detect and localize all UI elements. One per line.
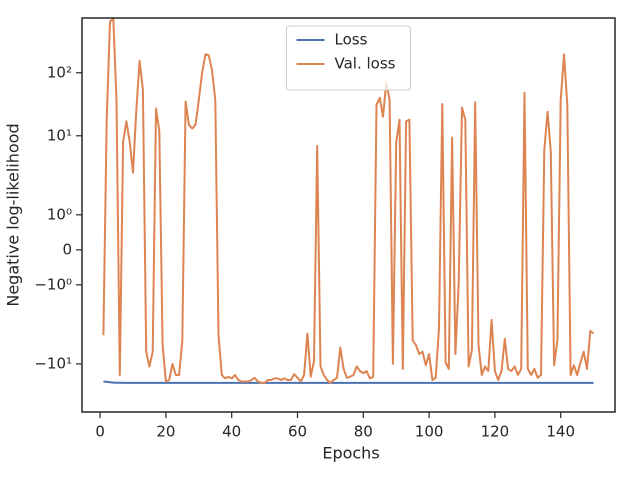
legend-box bbox=[286, 25, 411, 91]
y-tick-label: 10² bbox=[47, 63, 72, 81]
y-tick-label: −10⁰ bbox=[34, 275, 72, 293]
x-tick-label: 120 bbox=[481, 423, 510, 441]
y-axis-label: Negative log-likelihood bbox=[4, 123, 23, 306]
legend-label: Val. loss bbox=[335, 55, 396, 73]
x-tick-label: 80 bbox=[354, 423, 373, 441]
x-tick-label: 0 bbox=[95, 423, 105, 441]
plot-frame bbox=[81, 17, 616, 413]
x-tick-label: 100 bbox=[415, 423, 444, 441]
y-tick-label: 10¹ bbox=[47, 126, 72, 144]
x-axis-label: Epochs bbox=[322, 444, 379, 463]
y-tick-label: 0 bbox=[62, 240, 72, 258]
series-line bbox=[103, 380, 594, 384]
y-tick-label: −10¹ bbox=[34, 354, 72, 372]
x-tick-label: 60 bbox=[288, 423, 307, 441]
legend-label: Loss bbox=[335, 31, 368, 49]
legend: Loss Val. loss bbox=[286, 25, 411, 91]
series-line bbox=[102, 17, 595, 384]
x-tick-label: 40 bbox=[222, 423, 241, 441]
x-tick-label: 140 bbox=[546, 423, 575, 441]
x-tick-label: 20 bbox=[156, 423, 175, 441]
y-tick-label: 10⁰ bbox=[47, 205, 72, 223]
